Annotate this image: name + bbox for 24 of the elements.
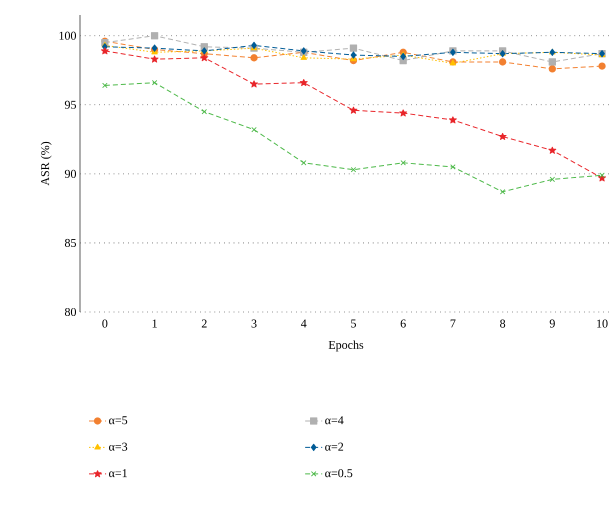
legend-label: α=3 <box>109 442 128 451</box>
x-tick-label: 10 <box>597 320 608 328</box>
y-tick-label: 80 <box>64 308 76 316</box>
legend-label: α=2 <box>325 442 344 451</box>
y-tick-label: 95 <box>64 100 76 109</box>
y-tick-label: 90 <box>64 170 76 178</box>
legend-label: α=5 <box>109 416 128 424</box>
x-tick-label: 7 <box>450 320 456 328</box>
x-tick-label: 0 <box>102 320 108 328</box>
x-tick-label: 9 <box>550 320 555 328</box>
x-tick-label: 3 <box>252 320 257 328</box>
x-axis-title: Epochs <box>328 340 364 352</box>
x-tick-label: 5 <box>351 320 356 328</box>
legend-label: α=4 <box>325 416 344 424</box>
x-tick-label: 2 <box>202 320 207 328</box>
legend-label: α=1 <box>109 469 127 478</box>
x-tick-label: 4 <box>300 320 307 328</box>
legend-label: α=0.5 <box>325 469 352 478</box>
y-axis-title: ASR (%) <box>40 142 52 186</box>
x-tick-label: 1 <box>152 320 157 328</box>
x-tick-label: 6 <box>400 320 406 328</box>
y-tick-label: 100 <box>60 32 76 40</box>
y-tick-label: 85 <box>64 238 76 247</box>
x-tick-label: 8 <box>500 320 506 328</box>
